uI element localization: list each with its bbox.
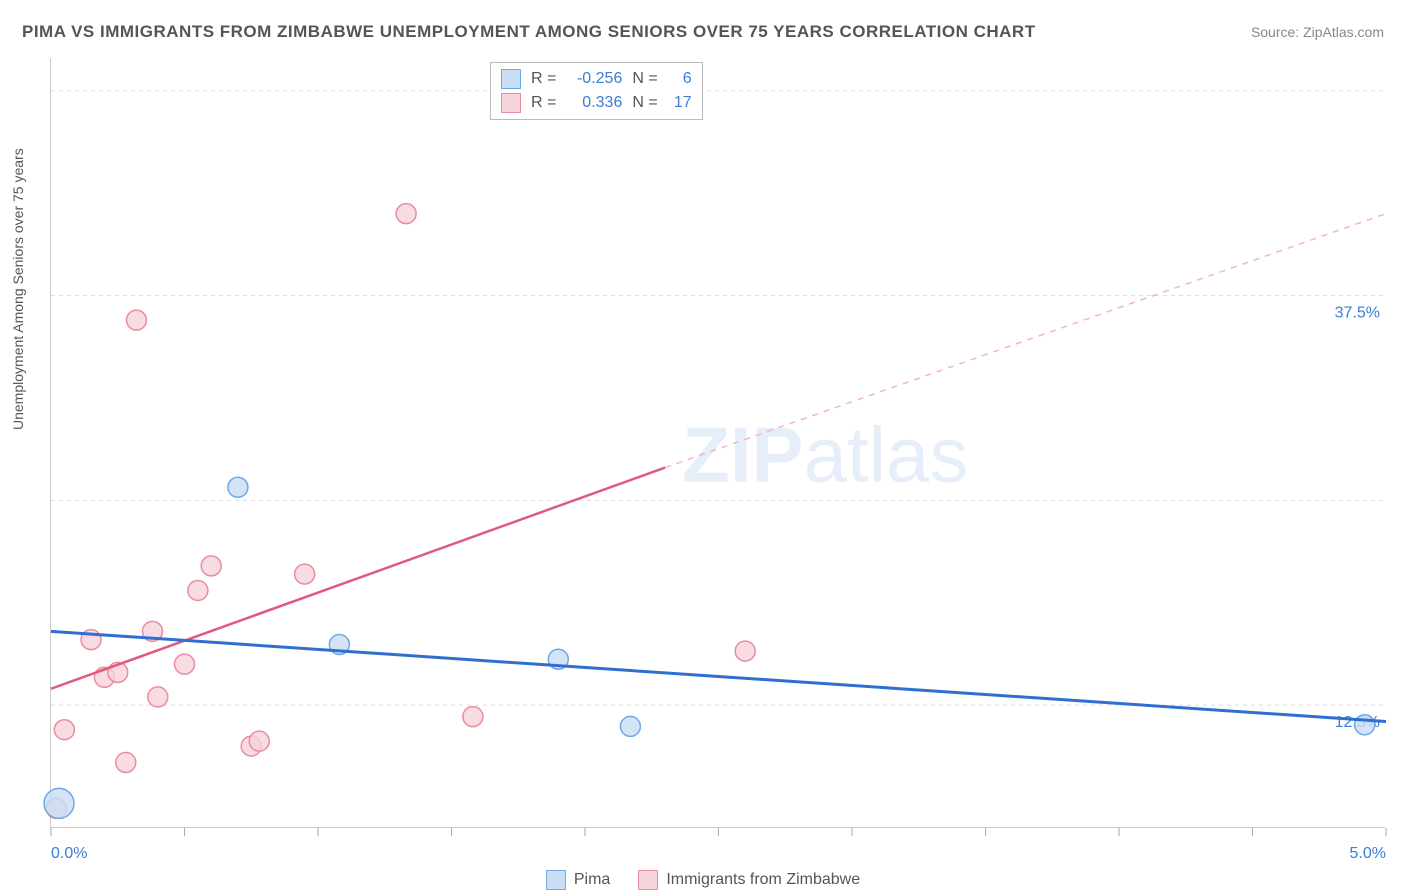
svg-text:37.5%: 37.5%	[1335, 305, 1380, 322]
correlation-legend: R = -0.256 N = 6 R = 0.336 N = 17	[490, 62, 703, 120]
n-value-pima: 6	[668, 67, 692, 91]
title-bar: PIMA VS IMMIGRANTS FROM ZIMBABWE UNEMPLO…	[22, 22, 1384, 42]
n-value-zimbabwe: 17	[668, 91, 692, 115]
r-value-zimbabwe: 0.336	[566, 91, 622, 115]
n-label: N =	[632, 67, 657, 91]
legend-row-zimbabwe: R = 0.336 N = 17	[501, 91, 692, 115]
n-label: N =	[632, 91, 657, 115]
legend-label-zimbabwe: Immigrants from Zimbabwe	[666, 871, 860, 889]
legend-item-pima: Pima	[546, 870, 610, 890]
source-label: Source: ZipAtlas.com	[1251, 24, 1384, 40]
chart-title: PIMA VS IMMIGRANTS FROM ZIMBABWE UNEMPLO…	[22, 22, 1036, 42]
plot-area: 12.5%37.5%0.0%5.0%ZIPatlas	[50, 58, 1385, 828]
scatter-chart: 12.5%37.5%0.0%5.0%ZIPatlas	[51, 58, 1385, 827]
y-axis-label: Unemployment Among Seniors over 75 years	[10, 148, 26, 430]
r-label: R =	[531, 67, 556, 91]
r-value-pima: -0.256	[566, 67, 622, 91]
legend-label-pima: Pima	[574, 871, 610, 889]
swatch-pima	[501, 69, 521, 89]
legend-item-zimbabwe: Immigrants from Zimbabwe	[638, 870, 860, 890]
series-legend: Pima Immigrants from Zimbabwe	[0, 870, 1406, 890]
svg-text:5.0%: 5.0%	[1350, 845, 1386, 862]
legend-row-pima: R = -0.256 N = 6	[501, 67, 692, 91]
svg-text:ZIPatlas: ZIPatlas	[682, 411, 968, 499]
svg-text:0.0%: 0.0%	[51, 845, 87, 862]
swatch-zimbabwe	[638, 870, 658, 890]
swatch-pima	[546, 870, 566, 890]
r-label: R =	[531, 91, 556, 115]
swatch-zimbabwe	[501, 93, 521, 113]
